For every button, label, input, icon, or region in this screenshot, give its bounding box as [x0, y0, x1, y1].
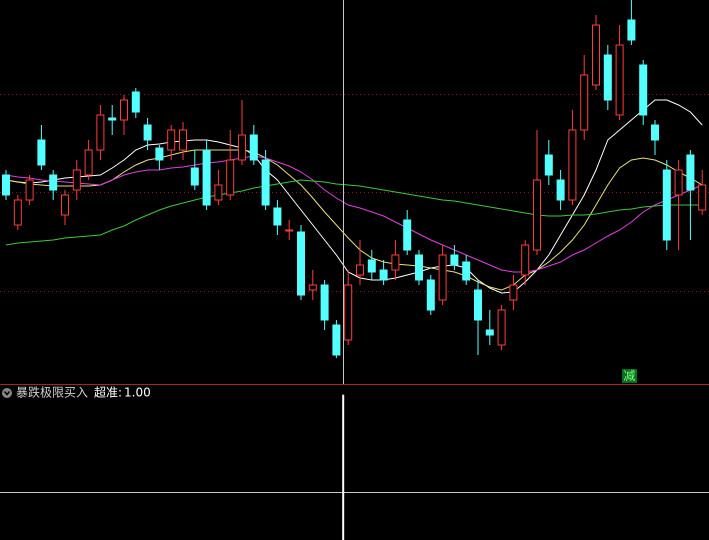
moving-average-line [5, 99, 703, 294]
moving-average-line [5, 149, 703, 291]
candle-body [72, 169, 81, 191]
candle-body [627, 19, 636, 41]
candle-body [438, 254, 447, 301]
candle-body [202, 149, 211, 206]
candle-body [308, 284, 317, 291]
candle-body [686, 154, 695, 191]
candle-body [143, 124, 152, 141]
indicator-title: 暴跌极限买入 [16, 385, 88, 400]
candle-body [568, 129, 577, 201]
candle-body [662, 169, 671, 241]
candle-body [639, 64, 648, 116]
candle-body [580, 74, 589, 131]
moving-average-line [5, 155, 703, 273]
candle-body [37, 139, 46, 166]
candle-body [273, 207, 282, 226]
candle-body [179, 129, 187, 151]
collapse-arrow [3, 391, 11, 396]
candle-body [556, 179, 565, 201]
candle-body [61, 194, 69, 216]
candle-body [249, 134, 258, 161]
candle-body [674, 169, 683, 196]
candle-body [485, 329, 494, 336]
candle-body [521, 244, 530, 276]
candle-body [131, 91, 140, 113]
candle-body [615, 44, 624, 116]
moving-average-line [5, 179, 703, 246]
candle-body [509, 284, 518, 301]
candle-body [320, 284, 329, 321]
candle-body [391, 254, 400, 271]
signal-bar [342, 394, 345, 540]
candle-body [332, 324, 341, 356]
candle-body [497, 309, 506, 346]
candle-body [167, 129, 176, 151]
candle-body [603, 54, 612, 101]
collapse-icon[interactable] [2, 388, 12, 398]
candle-body [544, 154, 553, 176]
candle-body [533, 179, 541, 251]
candle-body [120, 99, 128, 121]
candle-body [592, 24, 600, 86]
candle-body [13, 199, 22, 226]
signal-box [622, 369, 637, 383]
candle-body [214, 184, 223, 201]
readout-value: 1.00 [124, 386, 151, 400]
candle-body [155, 147, 164, 161]
candle-body [2, 174, 10, 196]
candle-body [238, 134, 246, 161]
candle-body [261, 159, 270, 206]
readout-name: 超准: [94, 385, 122, 400]
candle-body [285, 229, 294, 232]
candle-body [190, 167, 199, 186]
candle-body [698, 184, 707, 211]
candle-body [25, 179, 34, 201]
candle-body [474, 289, 482, 321]
candle-body [49, 174, 58, 191]
candle-body [226, 159, 235, 196]
candle-body [462, 261, 471, 281]
candle-body [403, 219, 412, 251]
candle-body [379, 269, 388, 281]
candle-body [344, 284, 353, 341]
signal-label: 减 [623, 369, 635, 383]
candle-body [108, 117, 117, 121]
candle-body [356, 264, 364, 276]
candle-body [415, 254, 423, 281]
candle-body [651, 124, 659, 141]
candle-body [297, 231, 305, 296]
candle-body [426, 279, 435, 311]
candle-body [96, 114, 105, 151]
candle-body [450, 254, 459, 266]
candle-body [367, 259, 376, 273]
candle-body [84, 149, 93, 176]
